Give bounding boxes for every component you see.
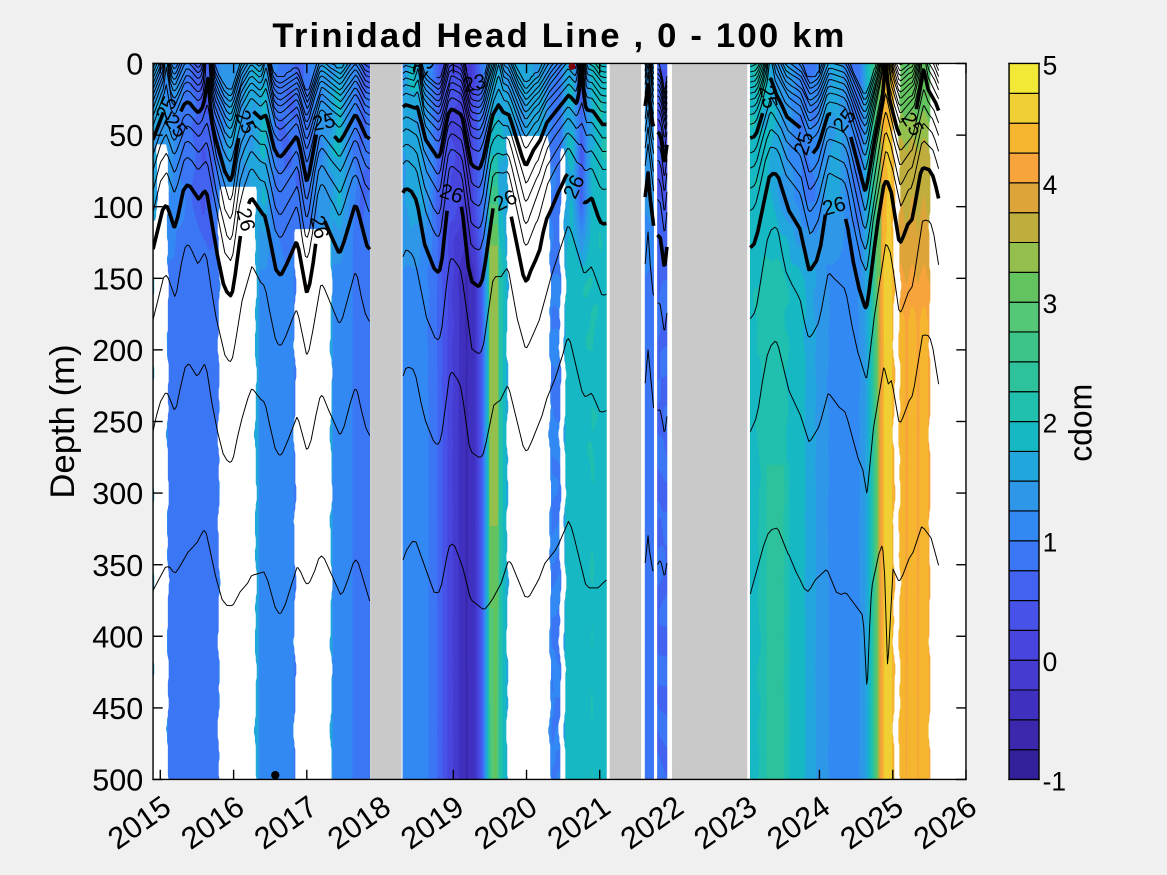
svg-text:Depth (m): Depth (m) (44, 344, 82, 498)
svg-text:450: 450 (92, 692, 143, 726)
svg-text:2: 2 (1043, 408, 1058, 438)
svg-text:23: 23 (461, 70, 489, 98)
svg-text:3: 3 (1043, 289, 1058, 319)
svg-text:25: 25 (754, 83, 781, 111)
svg-text:200: 200 (92, 334, 143, 368)
svg-text:4: 4 (1043, 170, 1058, 200)
svg-text:100: 100 (92, 191, 143, 225)
svg-text:5: 5 (1043, 50, 1058, 80)
svg-text:0: 0 (1043, 647, 1058, 677)
svg-text:50: 50 (109, 119, 143, 153)
svg-text:25: 25 (310, 109, 337, 136)
svg-text:150: 150 (92, 262, 143, 296)
svg-text:250: 250 (92, 406, 143, 440)
svg-text:26: 26 (305, 213, 333, 241)
svg-text:400: 400 (92, 620, 143, 654)
svg-text:cdom: cdom (1062, 384, 1098, 462)
svg-text:26: 26 (231, 206, 259, 234)
svg-text:Trinidad Head Line , 0 - 100 k: Trinidad Head Line , 0 - 100 km (272, 17, 846, 55)
svg-text:500: 500 (92, 764, 143, 798)
svg-text:350: 350 (92, 549, 143, 583)
svg-text:0: 0 (126, 48, 143, 82)
svg-text:-1: -1 (1043, 766, 1066, 796)
svg-text:300: 300 (92, 477, 143, 511)
svg-text:1: 1 (1043, 528, 1058, 558)
